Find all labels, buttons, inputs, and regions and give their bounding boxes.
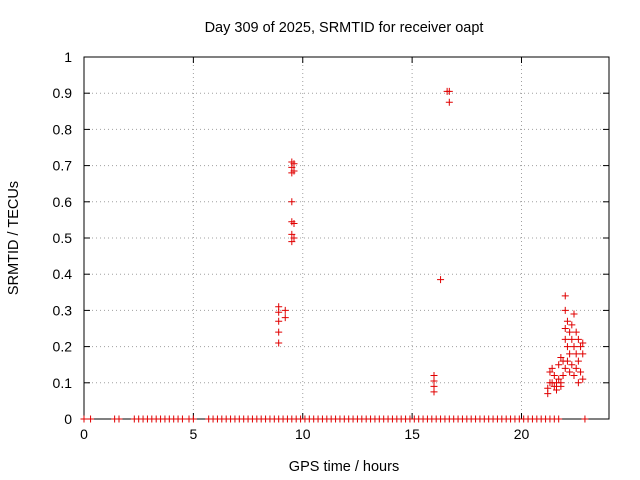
data-point bbox=[570, 343, 578, 351]
data-point bbox=[553, 386, 560, 394]
data-point bbox=[570, 372, 578, 380]
data-point bbox=[574, 357, 582, 365]
data-point bbox=[445, 87, 453, 95]
data-point bbox=[555, 361, 563, 369]
data-point bbox=[572, 350, 580, 358]
grid-layer bbox=[84, 57, 609, 419]
data-point bbox=[87, 415, 95, 423]
data-point bbox=[550, 382, 558, 390]
y-tick-label: 0.7 bbox=[53, 158, 73, 174]
x-tick-label: 15 bbox=[404, 426, 420, 442]
data-point bbox=[546, 368, 554, 376]
data-point bbox=[281, 306, 289, 314]
data-point bbox=[557, 353, 565, 361]
data-point bbox=[563, 343, 571, 351]
data-point bbox=[275, 303, 283, 311]
data-point bbox=[563, 357, 571, 365]
data-point bbox=[550, 372, 558, 380]
data-point bbox=[544, 384, 552, 392]
y-tick-label: 0 bbox=[64, 411, 72, 427]
data-point bbox=[275, 317, 283, 325]
y-tick-label: 0.3 bbox=[53, 302, 73, 318]
data-point bbox=[281, 314, 289, 322]
ticks-layer: 0 5 10 15 20 0 0.1 0.2 0.3 0.4 0.5 0.6 0.7 0.8 0.9 1 bbox=[53, 49, 609, 442]
data-point bbox=[275, 339, 283, 347]
y-tick-label: 0.8 bbox=[53, 121, 73, 137]
y-tick-label: 0.4 bbox=[53, 266, 73, 282]
y-tick-label: 0.9 bbox=[53, 85, 73, 101]
data-point bbox=[572, 364, 580, 372]
data-point bbox=[579, 375, 587, 383]
data-point bbox=[115, 415, 123, 423]
data-point bbox=[290, 220, 298, 228]
data-point bbox=[559, 372, 567, 380]
data-point bbox=[561, 292, 569, 300]
data-point bbox=[437, 276, 445, 284]
data-point bbox=[557, 382, 565, 390]
data-point bbox=[561, 306, 569, 314]
x-tick-label: 20 bbox=[514, 426, 530, 442]
data-point bbox=[579, 350, 587, 358]
data-point bbox=[288, 198, 296, 206]
data-point bbox=[570, 310, 578, 318]
x-axis-label: GPS time / hours bbox=[289, 459, 399, 475]
data-point bbox=[445, 98, 453, 106]
data-point bbox=[574, 335, 582, 343]
data-point bbox=[574, 379, 582, 387]
data-point bbox=[572, 328, 580, 336]
y-tick-label: 0.1 bbox=[53, 375, 73, 391]
data-point bbox=[548, 364, 556, 372]
data-point bbox=[563, 317, 571, 325]
x-tick-label: 0 bbox=[80, 426, 88, 442]
data-point bbox=[80, 415, 88, 423]
data-point bbox=[178, 415, 186, 423]
data-point bbox=[290, 167, 298, 175]
data-point bbox=[579, 339, 587, 347]
data-point bbox=[566, 328, 574, 336]
data-point bbox=[581, 415, 589, 423]
data-points bbox=[80, 87, 589, 423]
data-point bbox=[566, 368, 574, 376]
y-tick-label: 1 bbox=[64, 49, 72, 65]
data-point bbox=[561, 364, 569, 372]
data-point bbox=[555, 415, 563, 423]
data-point bbox=[568, 321, 576, 329]
y-tick-label: 0.5 bbox=[53, 230, 73, 246]
data-point bbox=[568, 361, 576, 369]
data-point bbox=[288, 238, 296, 246]
data-point bbox=[290, 234, 298, 242]
x-tick-label: 10 bbox=[295, 426, 311, 442]
y-tick-label: 0.6 bbox=[53, 194, 73, 210]
y-tick-label: 0.2 bbox=[53, 339, 73, 355]
data-point bbox=[577, 343, 585, 351]
x-tick-label: 5 bbox=[189, 426, 197, 442]
plot-frame bbox=[83, 56, 610, 420]
data-point bbox=[555, 375, 563, 383]
data-point bbox=[430, 372, 438, 380]
data-point bbox=[189, 415, 197, 423]
chart-title: Day 309 of 2025, SRMTID for receiver oap… bbox=[205, 20, 484, 36]
data-point bbox=[568, 335, 576, 343]
y-axis-label: SRMTID / TECUs bbox=[6, 181, 22, 295]
data-point bbox=[566, 350, 574, 358]
data-point bbox=[561, 335, 569, 343]
data-point bbox=[290, 160, 298, 168]
data-point bbox=[577, 368, 585, 376]
data-point bbox=[288, 230, 296, 238]
data-point bbox=[561, 325, 569, 332]
data-point bbox=[275, 328, 283, 336]
